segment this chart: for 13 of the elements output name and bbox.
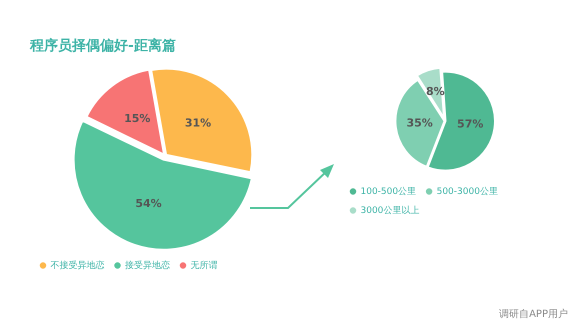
legend-label: 无所谓 — [190, 260, 218, 271]
legend-label: 3000公里以上 — [360, 204, 420, 216]
legend-label: 不接受异地恋 — [50, 260, 104, 271]
data-label: 54% — [135, 197, 162, 210]
data-label: 57% — [457, 118, 484, 131]
legend-label: 500-3000公里 — [436, 186, 498, 197]
legend-label: 100-500公里 — [360, 186, 416, 197]
data-label: 35% — [406, 116, 433, 130]
data-label: 15% — [124, 112, 150, 125]
data-label: 31% — [184, 116, 212, 130]
legend-label: 接受异地恋 — [125, 260, 170, 271]
chart-title: 程序员择偶偏好-距离篇 — [29, 37, 176, 54]
text: 调研自APP用户 — [499, 308, 568, 321]
